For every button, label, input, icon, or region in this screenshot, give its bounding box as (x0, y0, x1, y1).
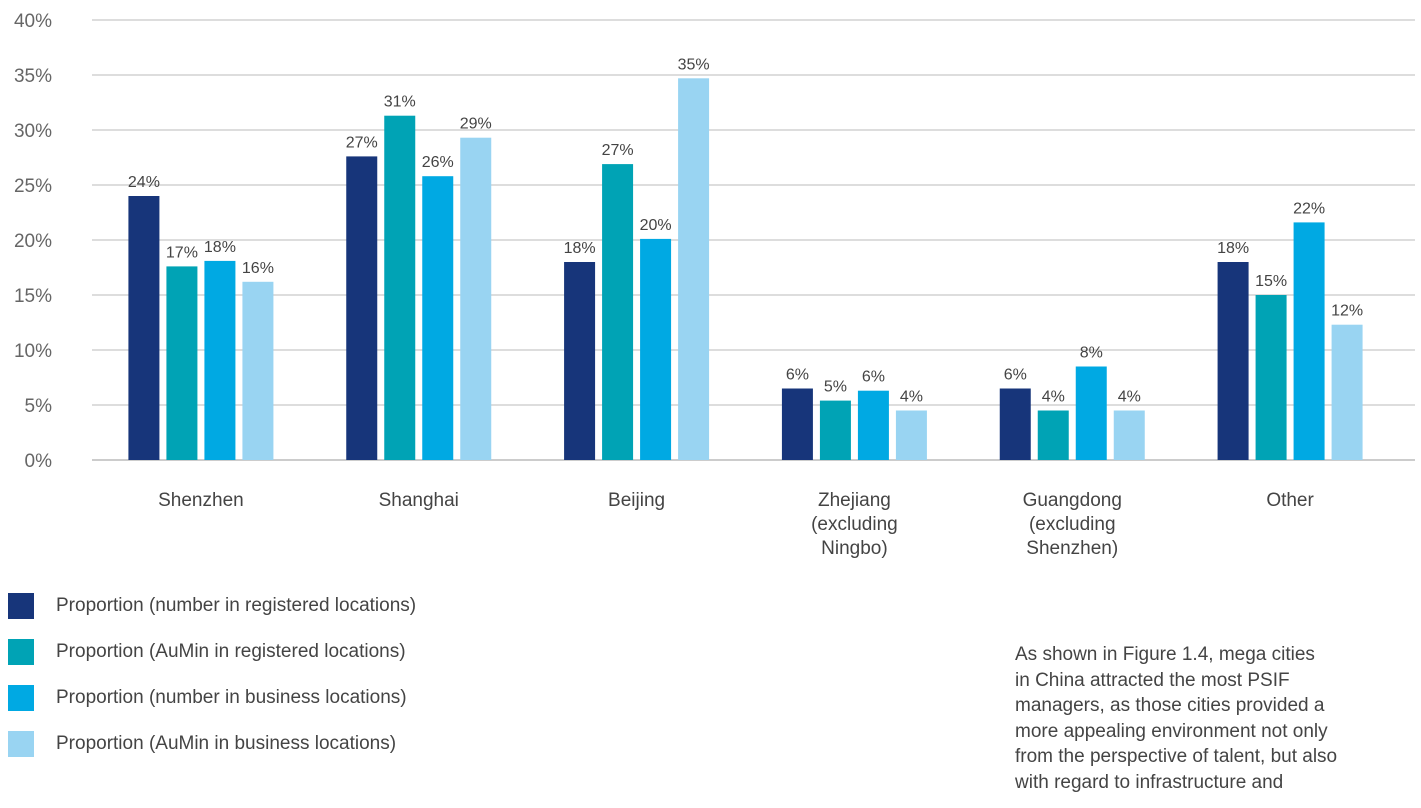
data-label: 18% (204, 239, 236, 256)
y-tick-label: 35% (14, 66, 52, 87)
bar (857, 390, 889, 460)
bar (128, 196, 160, 460)
bar (1255, 295, 1287, 460)
y-axis-tick-labels: 0% 5% 10% 15% 20% 25% 30% 35% 40% (14, 11, 52, 472)
data-labels: 24% 17% 18% 16% 27% 31% 26% 29% 18% 27% 20% 35% 6% 5%… (128, 56, 1363, 405)
bar (384, 115, 416, 460)
data-label: 5% (824, 379, 847, 396)
y-tick-label: 20% (14, 231, 52, 252)
bar (999, 388, 1031, 460)
gridlines (92, 19, 1415, 461)
data-label: 24% (128, 174, 160, 191)
y-tick-label: 40% (14, 11, 52, 32)
data-label: 18% (1217, 240, 1249, 257)
x-tick-label: Zhejiang (excluding Ningbo) (811, 490, 898, 559)
legend-item: Proportion (AuMin in business locations) (8, 730, 416, 758)
bar (640, 238, 672, 460)
bar (1075, 366, 1107, 460)
bar-chart: 0% 5% 10% 15% 20% 25% 30% 35% 40% 24% 17% 18% 16% 27… (14, 11, 1415, 559)
legend-item: Proportion (AuMin in registered location… (8, 638, 416, 666)
data-label: 15% (1255, 273, 1287, 290)
bar (166, 266, 198, 460)
x-axis-tick-labels: Shenzhen Shanghai Beijing Zhejiang (excludin… (158, 490, 1314, 559)
data-label: 6% (1004, 367, 1027, 384)
body-text: As shown in Figure 1.4, mega cities in C… (1015, 644, 1338, 793)
legend-label: Proportion (number in business locations… (56, 687, 407, 708)
legend-item: Proportion (number in registered locatio… (8, 592, 416, 620)
legend-label: Proportion (AuMin in registered location… (56, 641, 406, 662)
data-label: 20% (640, 217, 672, 234)
y-tick-label: 15% (14, 286, 52, 307)
data-label: 35% (678, 56, 710, 73)
bar (895, 410, 927, 460)
legend-swatch (8, 731, 34, 757)
y-tick-label: 10% (14, 341, 52, 362)
bar (781, 388, 813, 460)
data-label: 6% (786, 367, 809, 384)
bar (564, 262, 596, 460)
bars (128, 78, 1363, 461)
data-label: 4% (1118, 389, 1141, 406)
bar (422, 176, 454, 460)
bar (1293, 222, 1325, 460)
data-label: 17% (166, 244, 198, 261)
bar (1037, 410, 1069, 460)
bar (346, 156, 378, 460)
y-tick-label: 30% (14, 121, 52, 142)
data-label: 8% (1080, 345, 1103, 362)
data-label: 4% (900, 389, 923, 406)
x-tick-label: Other (1266, 490, 1314, 511)
bar (242, 281, 274, 460)
legend-swatch (8, 639, 34, 665)
y-tick-label: 0% (25, 451, 53, 472)
legend-item: Proportion (number in business locations… (8, 684, 416, 712)
data-label: 18% (564, 240, 596, 257)
data-label: 27% (602, 142, 634, 159)
bar (819, 400, 851, 460)
bar (602, 164, 634, 460)
data-label: 6% (862, 369, 885, 386)
legend: Proportion (number in registered locatio… (8, 592, 416, 776)
bar (460, 137, 492, 460)
legend-label: Proportion (AuMin in business locations) (56, 733, 397, 754)
data-label: 26% (422, 154, 454, 171)
bar (1113, 410, 1145, 460)
legend-label: Proportion (number in registered locatio… (56, 595, 417, 616)
legend-swatch (8, 685, 34, 711)
bar (204, 260, 236, 460)
legend-swatch (8, 593, 34, 619)
data-label: 29% (460, 116, 492, 133)
bar (678, 78, 710, 461)
y-tick-label: 25% (14, 176, 52, 197)
x-tick-label: Beijing (608, 490, 665, 511)
data-label: 22% (1293, 200, 1325, 217)
x-tick-label: Guangdong (excluding Shenzhen) (1023, 490, 1122, 559)
x-tick-label: Shanghai (379, 490, 459, 511)
data-label: 4% (1042, 389, 1065, 406)
data-label: 16% (242, 260, 274, 277)
bar (1217, 262, 1249, 460)
data-label: 31% (384, 94, 416, 111)
bar (1331, 324, 1363, 460)
y-tick-label: 5% (25, 396, 53, 417)
x-tick-label: Shenzhen (158, 490, 244, 511)
data-label: 27% (346, 134, 378, 151)
data-label: 12% (1331, 303, 1363, 320)
